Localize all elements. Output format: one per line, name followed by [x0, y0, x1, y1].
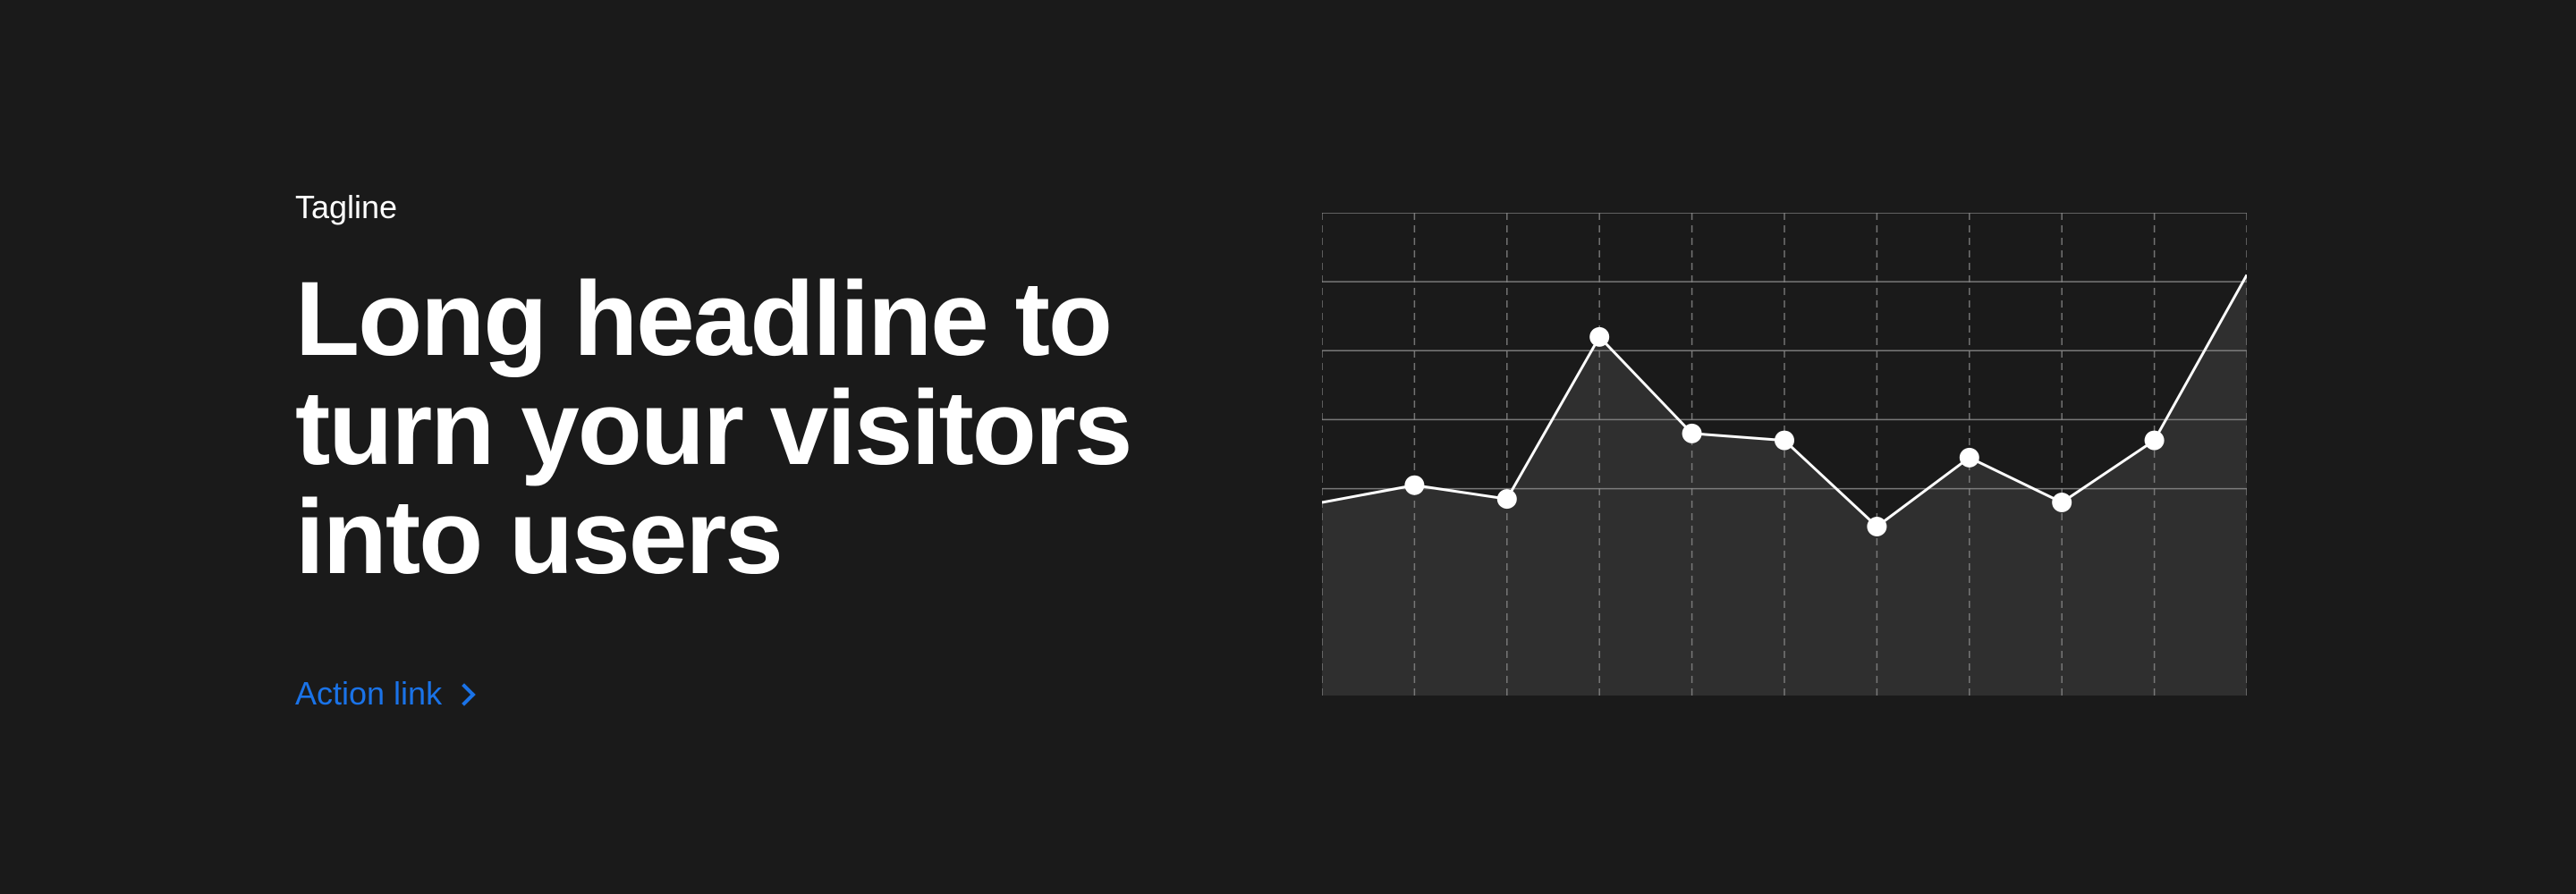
chart-point [1959, 447, 1979, 468]
action-link-label: Action link [295, 675, 443, 712]
headline: Long headline to turn your visitors into… [295, 260, 1132, 596]
chart-points [1404, 326, 2165, 536]
hero-text: Tagline Long headline to turn your visit… [295, 188, 1172, 713]
chart-point [1682, 423, 1702, 443]
chart-point [2052, 493, 2072, 512]
chart-point [1589, 326, 1610, 347]
chart-point [1496, 489, 1517, 510]
chart [1322, 213, 2247, 696]
chevron-right-icon [453, 683, 476, 706]
chart-point [1867, 517, 1887, 536]
chart-area [1322, 274, 2247, 696]
chart-grid-overlay [1322, 213, 2247, 696]
tagline: Tagline [295, 189, 398, 225]
chart-point [2144, 430, 2165, 451]
chart-point [1404, 475, 1425, 495]
action-link[interactable]: Action link [295, 674, 476, 713]
chart-svg [1322, 213, 2247, 696]
chart-point [1775, 430, 1794, 451]
